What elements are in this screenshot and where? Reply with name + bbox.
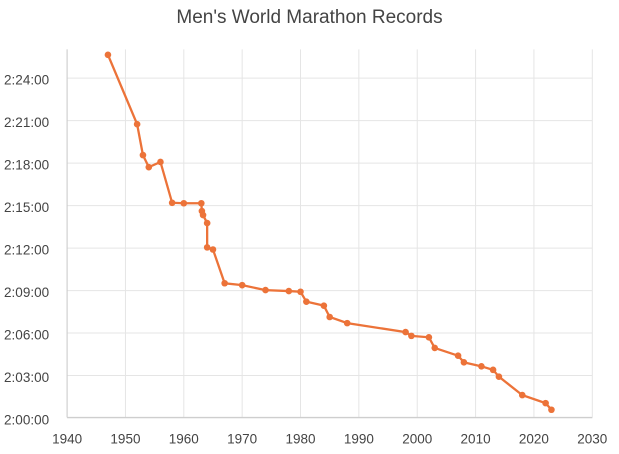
svg-text:2:21:00: 2:21:00 bbox=[4, 115, 49, 130]
svg-text:2:15:00: 2:15:00 bbox=[4, 200, 49, 215]
svg-text:1980: 1980 bbox=[285, 431, 315, 446]
svg-text:2020: 2020 bbox=[519, 431, 549, 446]
svg-text:2:12:00: 2:12:00 bbox=[4, 243, 49, 258]
svg-text:2:03:00: 2:03:00 bbox=[4, 370, 49, 385]
svg-text:1970: 1970 bbox=[227, 431, 257, 446]
svg-text:1960: 1960 bbox=[169, 431, 199, 446]
svg-text:2000: 2000 bbox=[402, 431, 432, 446]
svg-text:1990: 1990 bbox=[344, 431, 374, 446]
svg-text:2:24:00: 2:24:00 bbox=[4, 73, 49, 88]
svg-text:2010: 2010 bbox=[461, 431, 491, 446]
svg-text:2:09:00: 2:09:00 bbox=[4, 285, 49, 300]
svg-text:2:00:00: 2:00:00 bbox=[4, 413, 49, 428]
svg-text:2:06:00: 2:06:00 bbox=[4, 328, 49, 343]
svg-text:2:18:00: 2:18:00 bbox=[4, 158, 49, 173]
svg-text:1940: 1940 bbox=[52, 431, 82, 446]
svg-text:1950: 1950 bbox=[110, 431, 140, 446]
svg-text:2030: 2030 bbox=[577, 431, 607, 446]
